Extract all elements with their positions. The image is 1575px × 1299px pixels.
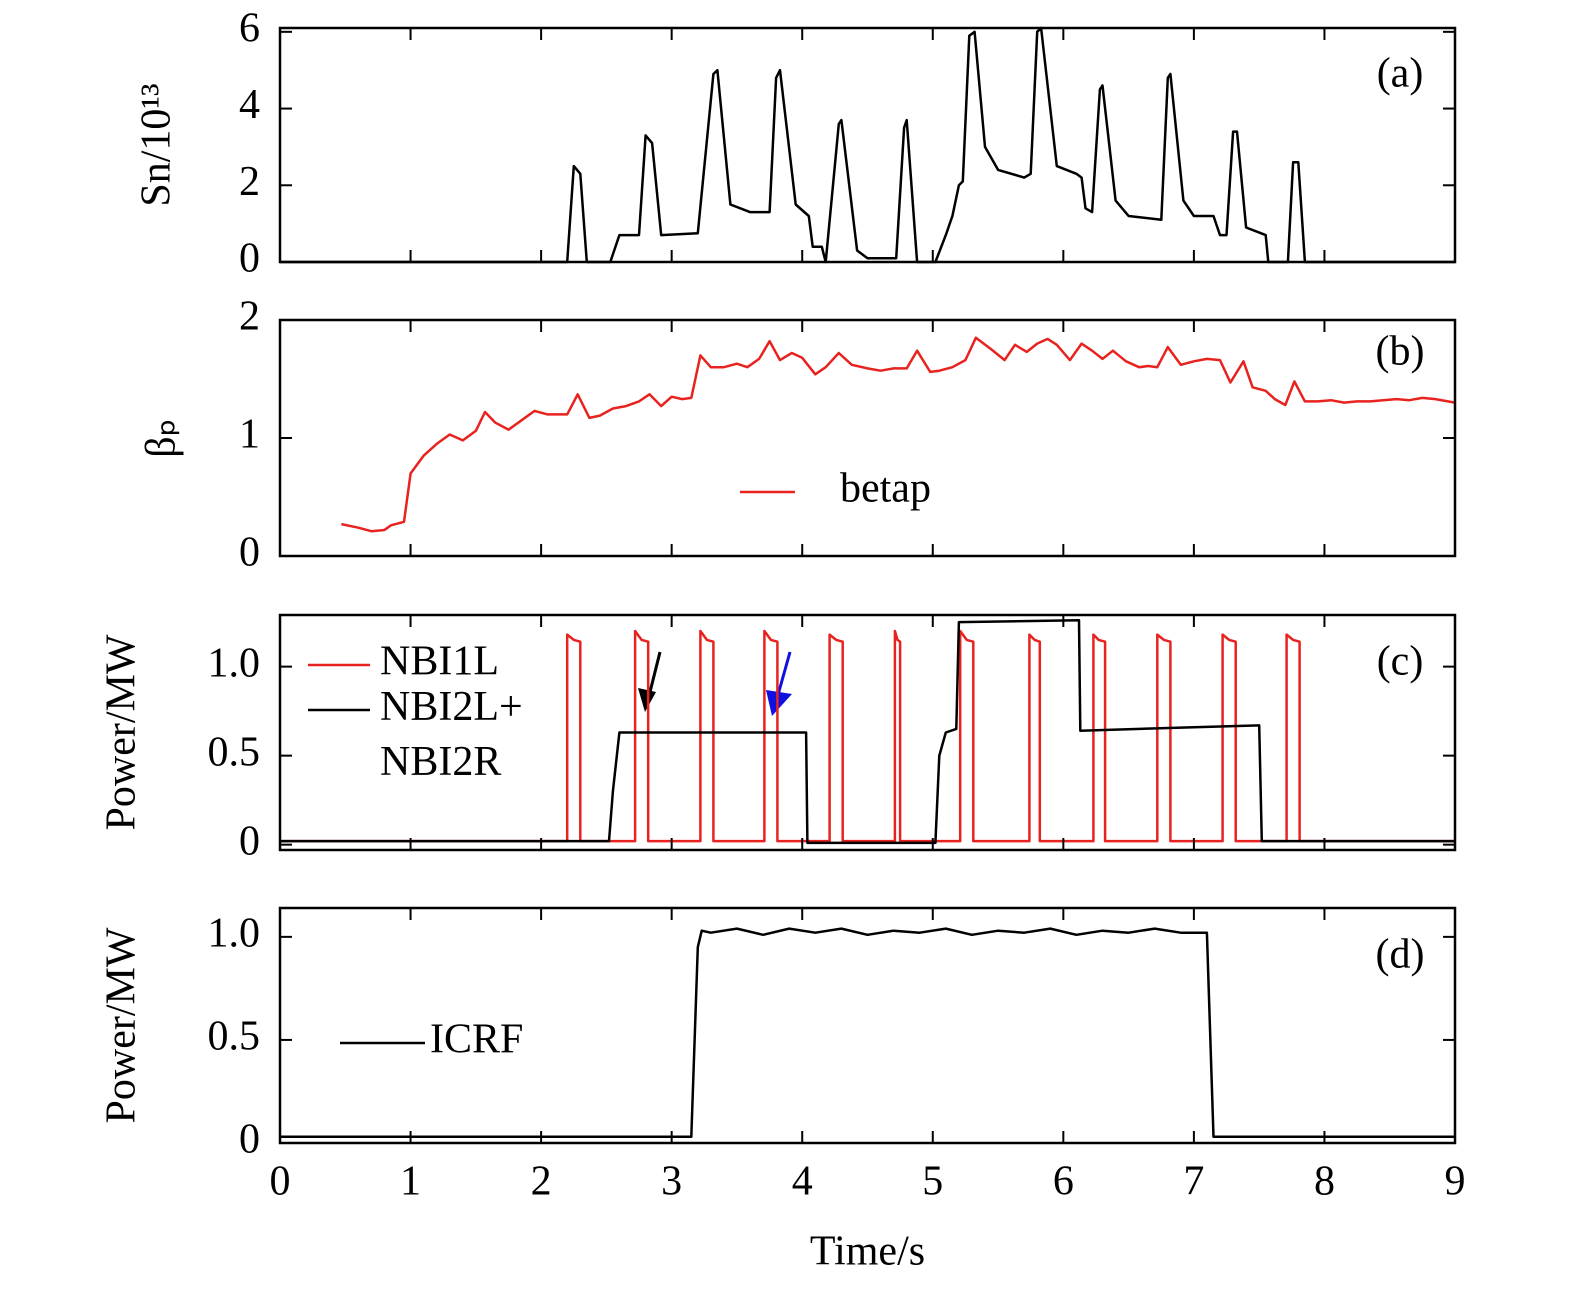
- data-line: [280, 629, 1455, 843]
- panel-label: (c): [1377, 639, 1424, 685]
- x-tick-label: 2: [531, 1159, 552, 1205]
- y-tick-label: 1.0: [208, 911, 261, 957]
- y-axis-label: βₚ: [139, 418, 185, 457]
- plot-frame: [278, 613, 1457, 852]
- y-tick-label: 2: [239, 159, 260, 205]
- data-line: [280, 619, 1455, 845]
- y-tick-label: 2: [239, 294, 260, 340]
- x-axis-label: Time/s: [810, 1229, 925, 1275]
- x-tick-label: 8: [1314, 1159, 1335, 1205]
- y-tick-label: 0: [239, 1117, 260, 1163]
- y-tick-label: 1.0: [208, 640, 261, 686]
- panel-label: (d): [1376, 932, 1425, 978]
- y-tick-label: 0: [239, 236, 260, 282]
- plot-frame: [278, 906, 1457, 1145]
- panel-label: (a): [1377, 51, 1424, 97]
- y-tick-label: 0.5: [208, 729, 261, 775]
- y-tick-label: 6: [239, 5, 260, 51]
- legend-label: ICRF: [430, 1017, 523, 1063]
- x-tick-label: 9: [1445, 1159, 1466, 1205]
- panel-label: (b): [1376, 329, 1425, 375]
- y-axis-label: Sn/10¹³: [134, 83, 180, 206]
- y-axis-label: Power/MW: [99, 927, 145, 1123]
- legend-label: NBI1L: [380, 639, 499, 685]
- legend-label: NBI2L+ NBI2R: [380, 684, 523, 785]
- y-tick-label: 0: [239, 818, 260, 864]
- y-axis-label: Power/MW: [99, 634, 145, 830]
- arrow-head: [766, 690, 792, 716]
- y-tick-label: 0: [239, 530, 260, 576]
- data-line: [280, 927, 1455, 1139]
- x-tick-label: 3: [661, 1159, 682, 1205]
- annotation-arrows: [638, 651, 792, 716]
- plot-frame: [278, 26, 1457, 264]
- x-tick-label: 7: [1183, 1159, 1204, 1205]
- x-tick-label: 0: [270, 1159, 291, 1205]
- panel: 0 2 4 6 Sn/10¹³ (a): [134, 5, 1457, 282]
- panel: 0 1 2 3 4 5 6 7 8 9 0 0.5 1.0 Power/MW Time/s (d) ICRF: [99, 906, 1466, 1275]
- panel: 0 1 2 βₚ (b) betap: [139, 294, 1457, 576]
- y-tick-label: 4: [239, 82, 260, 128]
- legend-label: betap: [840, 466, 931, 512]
- y-tick-label: 0.5: [208, 1014, 261, 1060]
- x-tick-label: 5: [922, 1159, 943, 1205]
- x-tick-label: 6: [1053, 1159, 1074, 1205]
- x-tick-label: 1: [400, 1159, 421, 1205]
- y-tick-label: 1: [239, 412, 260, 458]
- data-line: [341, 336, 1456, 533]
- data-line: [280, 26, 1455, 264]
- x-tick-label: 4: [792, 1159, 813, 1205]
